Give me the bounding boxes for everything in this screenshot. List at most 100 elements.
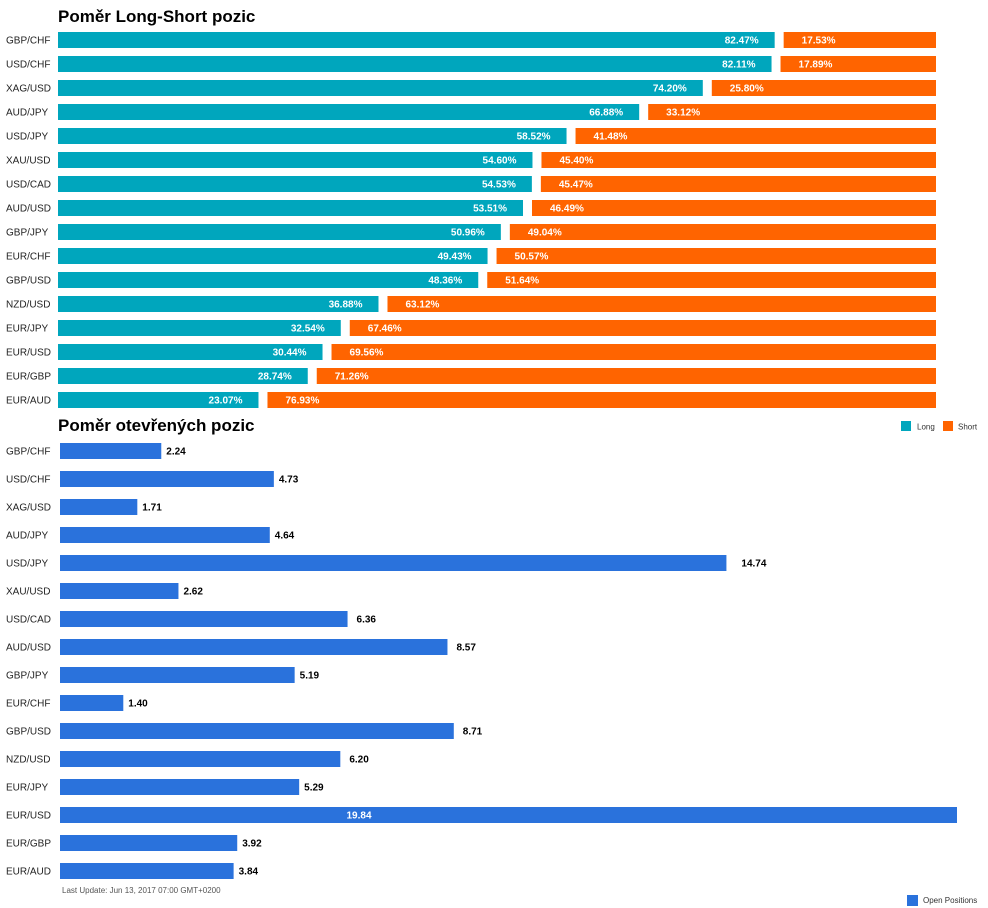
ls-category-label: GBP/USD (6, 276, 51, 287)
open-positions-bar (60, 723, 454, 739)
long-value-label: 48.36% (428, 276, 462, 287)
short-value-label: 33.12% (666, 108, 700, 119)
short-value-label: 63.12% (405, 300, 439, 311)
open-positions-value-label: 1.40 (128, 699, 148, 710)
short-bar (496, 248, 936, 264)
long-value-label: 58.52% (517, 132, 551, 143)
short-value-label: 45.47% (559, 180, 593, 191)
open-positions-value-label: 2.62 (183, 587, 203, 598)
legend-long-swatch (901, 421, 911, 431)
ls-category-label: NZD/USD (6, 300, 50, 311)
open-positions-value-label: 1.71 (142, 503, 162, 514)
open-positions-bar (60, 863, 234, 879)
long-value-label: 54.60% (483, 156, 517, 167)
ls-category-label: USD/CAD (6, 180, 51, 191)
op-category-label: GBP/USD (6, 727, 51, 738)
ls-category-label: XAG/USD (6, 84, 51, 95)
short-bar (331, 344, 937, 360)
op-category-label: USD/CAD (6, 615, 51, 626)
long-value-label: 82.47% (725, 36, 759, 47)
op-category-label: GBP/JPY (6, 671, 49, 682)
long-bar (58, 176, 532, 192)
open-positions-value-label: 19.84 (346, 811, 371, 822)
short-bar (267, 392, 937, 408)
short-bar (783, 32, 936, 48)
ls-category-label: GBP/JPY (6, 228, 49, 239)
open-positions-value-label: 2.24 (166, 447, 186, 458)
op-category-label: EUR/JPY (6, 783, 49, 794)
open-positions-bar (60, 807, 957, 823)
short-value-label: 76.93% (285, 396, 319, 407)
short-bar (387, 296, 937, 312)
legend-short-label: Short (958, 423, 978, 432)
open-positions-bar (60, 443, 162, 459)
open-positions-bar (60, 499, 138, 515)
open-positions-bar (60, 611, 348, 627)
open-positions-value-label: 8.57 (456, 643, 476, 654)
long-value-label: 49.43% (438, 252, 472, 263)
ls-category-label: EUR/JPY (6, 324, 49, 335)
open-positions-bar (60, 779, 300, 795)
long-value-label: 36.88% (329, 300, 363, 311)
long-value-label: 82.11% (722, 60, 755, 71)
short-bar (648, 104, 936, 120)
short-value-label: 25.80% (730, 84, 764, 95)
op-category-label: EUR/GBP (6, 839, 51, 850)
ls-category-label: USD/JPY (6, 132, 49, 143)
open-positions-bar (60, 471, 274, 487)
open-positions-chart-title: Poměr otevřených pozic (58, 416, 255, 435)
last-update-text: Last Update: Jun 13, 2017 07:00 GMT+0200 (62, 886, 221, 895)
open-positions-bar (60, 667, 295, 683)
open-positions-value-label: 6.20 (349, 755, 369, 766)
long-value-label: 53.51% (473, 204, 507, 215)
long-bar (58, 320, 341, 336)
ls-category-label: AUD/USD (6, 204, 51, 215)
long-value-label: 50.96% (451, 228, 485, 239)
short-value-label: 49.04% (528, 228, 562, 239)
long-bar (58, 104, 640, 120)
open-positions-value-label: 6.36 (357, 615, 377, 626)
short-bar (541, 152, 936, 168)
long-bar (58, 32, 775, 48)
long-bar (58, 248, 488, 264)
long-bar (58, 368, 308, 384)
short-bar (487, 272, 936, 288)
long-value-label: 66.88% (589, 108, 623, 119)
short-value-label: 45.40% (559, 156, 593, 167)
short-value-label: 50.57% (515, 252, 549, 263)
short-value-label: 46.49% (550, 204, 584, 215)
op-category-label: XAG/USD (6, 503, 51, 514)
open-positions-value-label: 5.19 (300, 671, 320, 682)
short-value-label: 17.53% (802, 36, 836, 47)
long-bar (58, 80, 703, 96)
short-value-label: 17.89% (799, 60, 833, 71)
short-value-label: 69.56% (350, 348, 384, 359)
short-value-label: 71.26% (335, 372, 369, 383)
short-bar (316, 368, 936, 384)
op-category-label: USD/JPY (6, 559, 49, 570)
short-bar (509, 224, 936, 240)
ls-category-label: EUR/CHF (6, 252, 50, 263)
op-category-label: EUR/CHF (6, 699, 50, 710)
op-category-label: AUD/JPY (6, 531, 49, 542)
open-positions-bar (60, 751, 341, 767)
long-bar (58, 224, 501, 240)
legend-open-swatch (907, 895, 918, 906)
open-positions-value-label: 14.74 (741, 559, 766, 570)
open-positions-bar (60, 555, 727, 571)
open-positions-value-label: 4.64 (275, 531, 295, 542)
op-category-label: USD/CHF (6, 475, 50, 486)
short-bar (575, 128, 936, 144)
legend-open-label: Open Positions (923, 896, 977, 905)
long-value-label: 74.20% (653, 84, 687, 95)
ls-category-label: EUR/AUD (6, 396, 51, 407)
ls-category-label: EUR/USD (6, 348, 51, 359)
open-positions-value-label: 3.92 (242, 839, 262, 850)
ls-category-label: USD/CHF (6, 60, 50, 71)
short-bar (532, 200, 936, 216)
legend-short-swatch (943, 421, 953, 431)
open-positions-bar (60, 835, 238, 851)
op-category-label: AUD/USD (6, 643, 51, 654)
short-value-label: 67.46% (368, 324, 402, 335)
